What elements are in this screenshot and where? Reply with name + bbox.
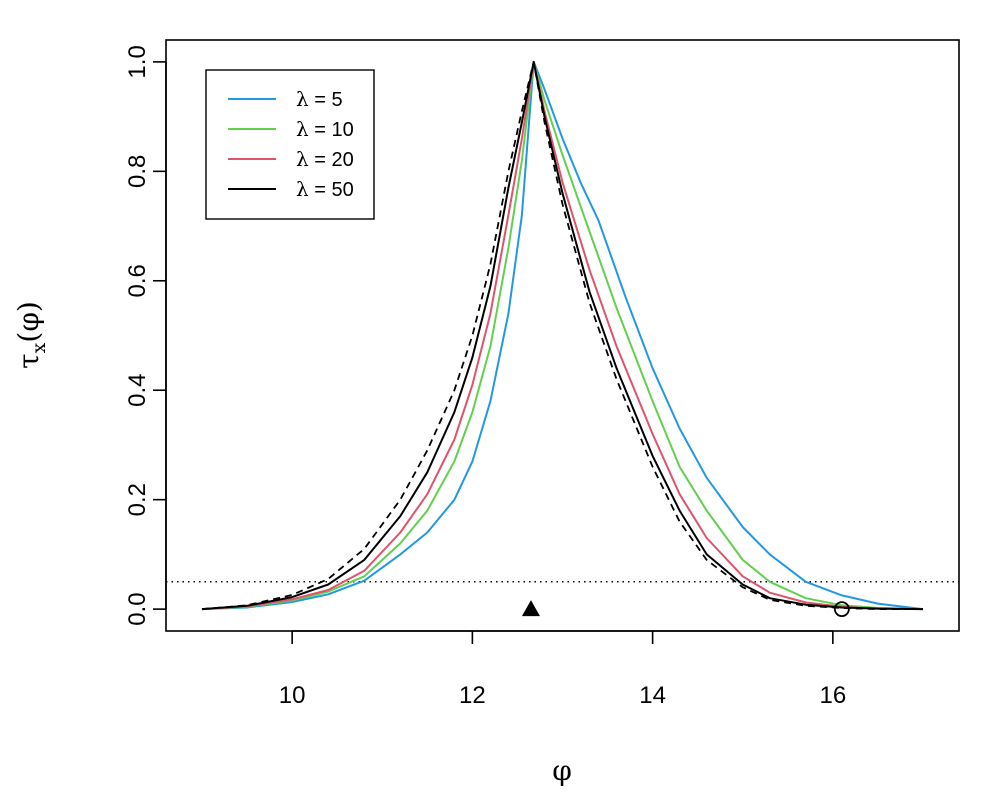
legend-box — [205, 69, 375, 220]
series-line-2 — [201, 60, 924, 611]
x-tick-label: 14 — [639, 682, 666, 709]
legend-label: λ = 50 — [296, 177, 354, 201]
y-axis-label-subscript: x — [28, 342, 50, 353]
triangle-marker — [521, 600, 540, 617]
y-tick-label: 0.0 — [124, 592, 151, 625]
series-line-4 — [201, 60, 924, 611]
svg-text:τx(φ): τx(φ) — [12, 301, 50, 369]
legend-label: λ = 20 — [296, 147, 354, 171]
y-tick-label: 1.0 — [124, 45, 151, 78]
y-tick-label: 0.6 — [124, 264, 151, 297]
y-axis-label-symbol: τ — [12, 353, 45, 369]
circle-marker — [833, 601, 850, 618]
series-line-1 — [201, 60, 924, 611]
x-axis: 10 12 14 16 — [279, 630, 846, 709]
x-axis-label: φ — [552, 754, 572, 787]
x-tick-label: 12 — [459, 682, 486, 709]
legend: λ = 5 λ = 10 λ = 20 λ = 50 — [205, 69, 375, 220]
y-axis-label: τx(φ) — [12, 301, 50, 369]
y-tick-label: 0.4 — [124, 374, 151, 407]
legend-label: λ = 5 — [296, 87, 343, 111]
plot-area — [166, 60, 959, 618]
y-axis-label-argument: (φ) — [12, 301, 45, 342]
x-tick-label: 10 — [279, 682, 306, 709]
y-tick-label: 0.2 — [124, 483, 151, 516]
legend-label: λ = 10 — [296, 117, 354, 141]
x-tick-label: 16 — [819, 682, 846, 709]
reference-curve — [201, 61, 923, 610]
y-tick-label: 0.8 — [124, 155, 151, 188]
y-axis: 0.0 0.2 0.4 0.6 0.8 1.0 — [124, 45, 167, 626]
